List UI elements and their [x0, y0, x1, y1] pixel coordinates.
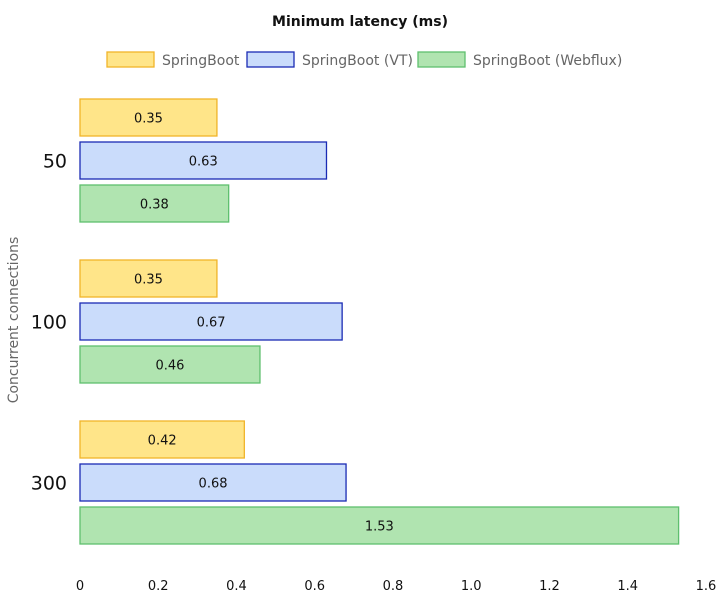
bars: 0.35 0.63 0.38 0.35 0.67 0.46 0.42 0.68 1.53	[79, 98, 680, 545]
bar-value-label: 0.42	[148, 434, 177, 449]
bar-value-label: 0.67	[197, 316, 226, 331]
category-label: 100	[31, 312, 67, 334]
bar-value-label: 1.53	[365, 520, 394, 535]
category-label: 50	[43, 151, 67, 173]
bar-group: 0.35 0.63 0.38	[79, 98, 328, 223]
x-tick-label: 1.4	[617, 579, 638, 594]
bar-value-label: 0.68	[199, 477, 228, 492]
bar[interactable]	[79, 184, 230, 223]
bar[interactable]	[79, 141, 328, 180]
bar-value-label: 0.63	[189, 155, 218, 170]
bar-value-label: 0.46	[156, 359, 185, 374]
bar[interactable]	[79, 463, 347, 502]
bar[interactable]	[79, 420, 245, 459]
x-tick-label: 0.2	[148, 579, 169, 594]
y-axis-title: Concurrent connections	[6, 237, 22, 404]
bar[interactable]	[79, 506, 680, 545]
legend-item[interactable]: SpringBoot	[106, 51, 240, 69]
x-tick-label: 1.6	[696, 579, 717, 594]
legend-label: SpringBoot (VT)	[302, 53, 413, 69]
legend-item[interactable]: SpringBoot (Webflux)	[417, 51, 622, 69]
bar-value-label: 0.35	[134, 273, 163, 288]
x-tick-label: 0.6	[304, 579, 325, 594]
category-label: 300	[31, 473, 67, 495]
legend-swatch	[246, 51, 295, 68]
bar-group: 0.35 0.67 0.46	[79, 259, 343, 384]
x-tick-label: 0.4	[226, 579, 247, 594]
bar-value-label: 0.35	[134, 112, 163, 127]
x-axis-ticks: 0 0.2 0.4 0.6 0.8 1.0 1.2 1.4 1.6	[76, 579, 716, 594]
x-tick-label: 1.2	[539, 579, 560, 594]
legend-swatch	[417, 51, 466, 68]
legend-item[interactable]: SpringBoot (VT)	[246, 51, 413, 69]
legend-label: SpringBoot	[162, 53, 240, 69]
x-tick-label: 0	[76, 579, 84, 594]
legend-label: SpringBoot (Webflux)	[473, 53, 622, 69]
chart-title: Minimum latency (ms)	[272, 14, 448, 30]
bar-value-label: 0.38	[140, 198, 169, 213]
x-tick-label: 1.0	[461, 579, 482, 594]
bar[interactable]	[79, 98, 218, 137]
bar[interactable]	[79, 302, 343, 341]
bar[interactable]	[79, 345, 261, 384]
legend-swatch	[106, 51, 155, 68]
x-tick-label: 0.8	[383, 579, 404, 594]
category-labels: 50 100 300	[31, 151, 67, 495]
bar[interactable]	[79, 259, 218, 298]
legend: SpringBoot SpringBoot (VT) SpringBoot (Web…	[106, 51, 622, 69]
bar-group: 0.42 0.68 1.53	[79, 420, 680, 545]
